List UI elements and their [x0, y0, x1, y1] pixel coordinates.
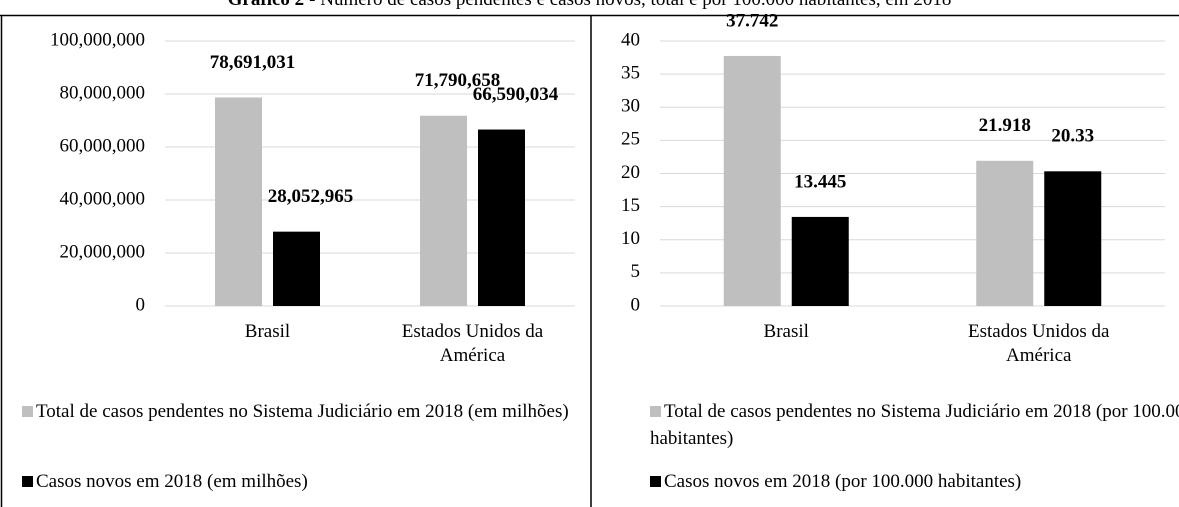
bar: [1044, 171, 1102, 306]
y-tick-label: 30: [621, 96, 640, 117]
x-tick-label: Estados Unidos da América: [968, 321, 1110, 366]
y-tick-label: 80,000,000: [60, 82, 146, 103]
legend-swatch: [650, 476, 661, 487]
data-label: 13.445: [794, 171, 846, 192]
bar: [273, 231, 320, 306]
x-tick-label: Estados Unidos da América: [401, 321, 544, 366]
bar: [976, 160, 1034, 306]
y-tick-label: 35: [621, 62, 640, 83]
data-label: 71,790,658: [415, 70, 501, 91]
y-tick-label: 40,000,000: [60, 188, 146, 209]
y-tick-label: 0: [631, 294, 641, 315]
bar: [723, 55, 781, 306]
legend-item: Casos novos em 2018 (em milhões): [22, 468, 582, 495]
y-tick-label: 0: [136, 294, 146, 315]
data-label: 37.742: [726, 10, 778, 31]
y-tick-label: 20: [621, 162, 640, 183]
legend-item: Casos novos em 2018 (por 100.000 habitan…: [650, 468, 1179, 495]
data-label: 21.918: [979, 115, 1031, 136]
bar: [791, 216, 849, 306]
bar: [478, 129, 525, 306]
legend-label: Total de casos pendentes no Sistema Judi…: [36, 401, 569, 422]
y-tick-label: 60,000,000: [60, 135, 146, 156]
y-tick-label: 40: [621, 29, 640, 50]
legend-item: Total de casos pendentes no Sistema Judi…: [650, 398, 1179, 452]
title-label: Gráfico 2: [228, 0, 305, 10]
bar: [420, 115, 467, 306]
y-tick-label: 25: [621, 129, 640, 150]
legend-item: Total de casos pendentes no Sistema Judi…: [22, 398, 582, 425]
y-tick-label: 20,000,000: [60, 241, 146, 262]
data-label: 78,691,031: [210, 52, 296, 73]
y-tick-label: 5: [631, 261, 641, 282]
legend-label: Casos novos em 2018 (em milhões): [36, 471, 308, 492]
legend-label: Casos novos em 2018 (por 100.000 habitan…: [664, 471, 1022, 492]
y-tick-label: 15: [621, 195, 640, 216]
title-text: - Número de casos pendentes e casos novo…: [309, 0, 951, 10]
legend-label: Total de casos pendentes no Sistema Judi…: [650, 401, 1179, 449]
legend-swatch: [22, 406, 33, 417]
data-label: 20.33: [1051, 126, 1094, 147]
data-label: 66,590,034: [473, 84, 559, 105]
chart-title: Gráfico 2 - Número de casos pendentes e c…: [0, 0, 1179, 11]
x-tick-label: Brasil: [763, 321, 809, 342]
y-tick-label: 10: [621, 228, 640, 249]
bar: [215, 97, 262, 306]
legend-swatch: [22, 476, 33, 487]
y-tick-label: 100,000,000: [50, 29, 145, 50]
legend-swatch: [650, 406, 661, 417]
data-label: 28,052,965: [268, 186, 354, 207]
x-tick-label: Brasil: [244, 321, 291, 342]
